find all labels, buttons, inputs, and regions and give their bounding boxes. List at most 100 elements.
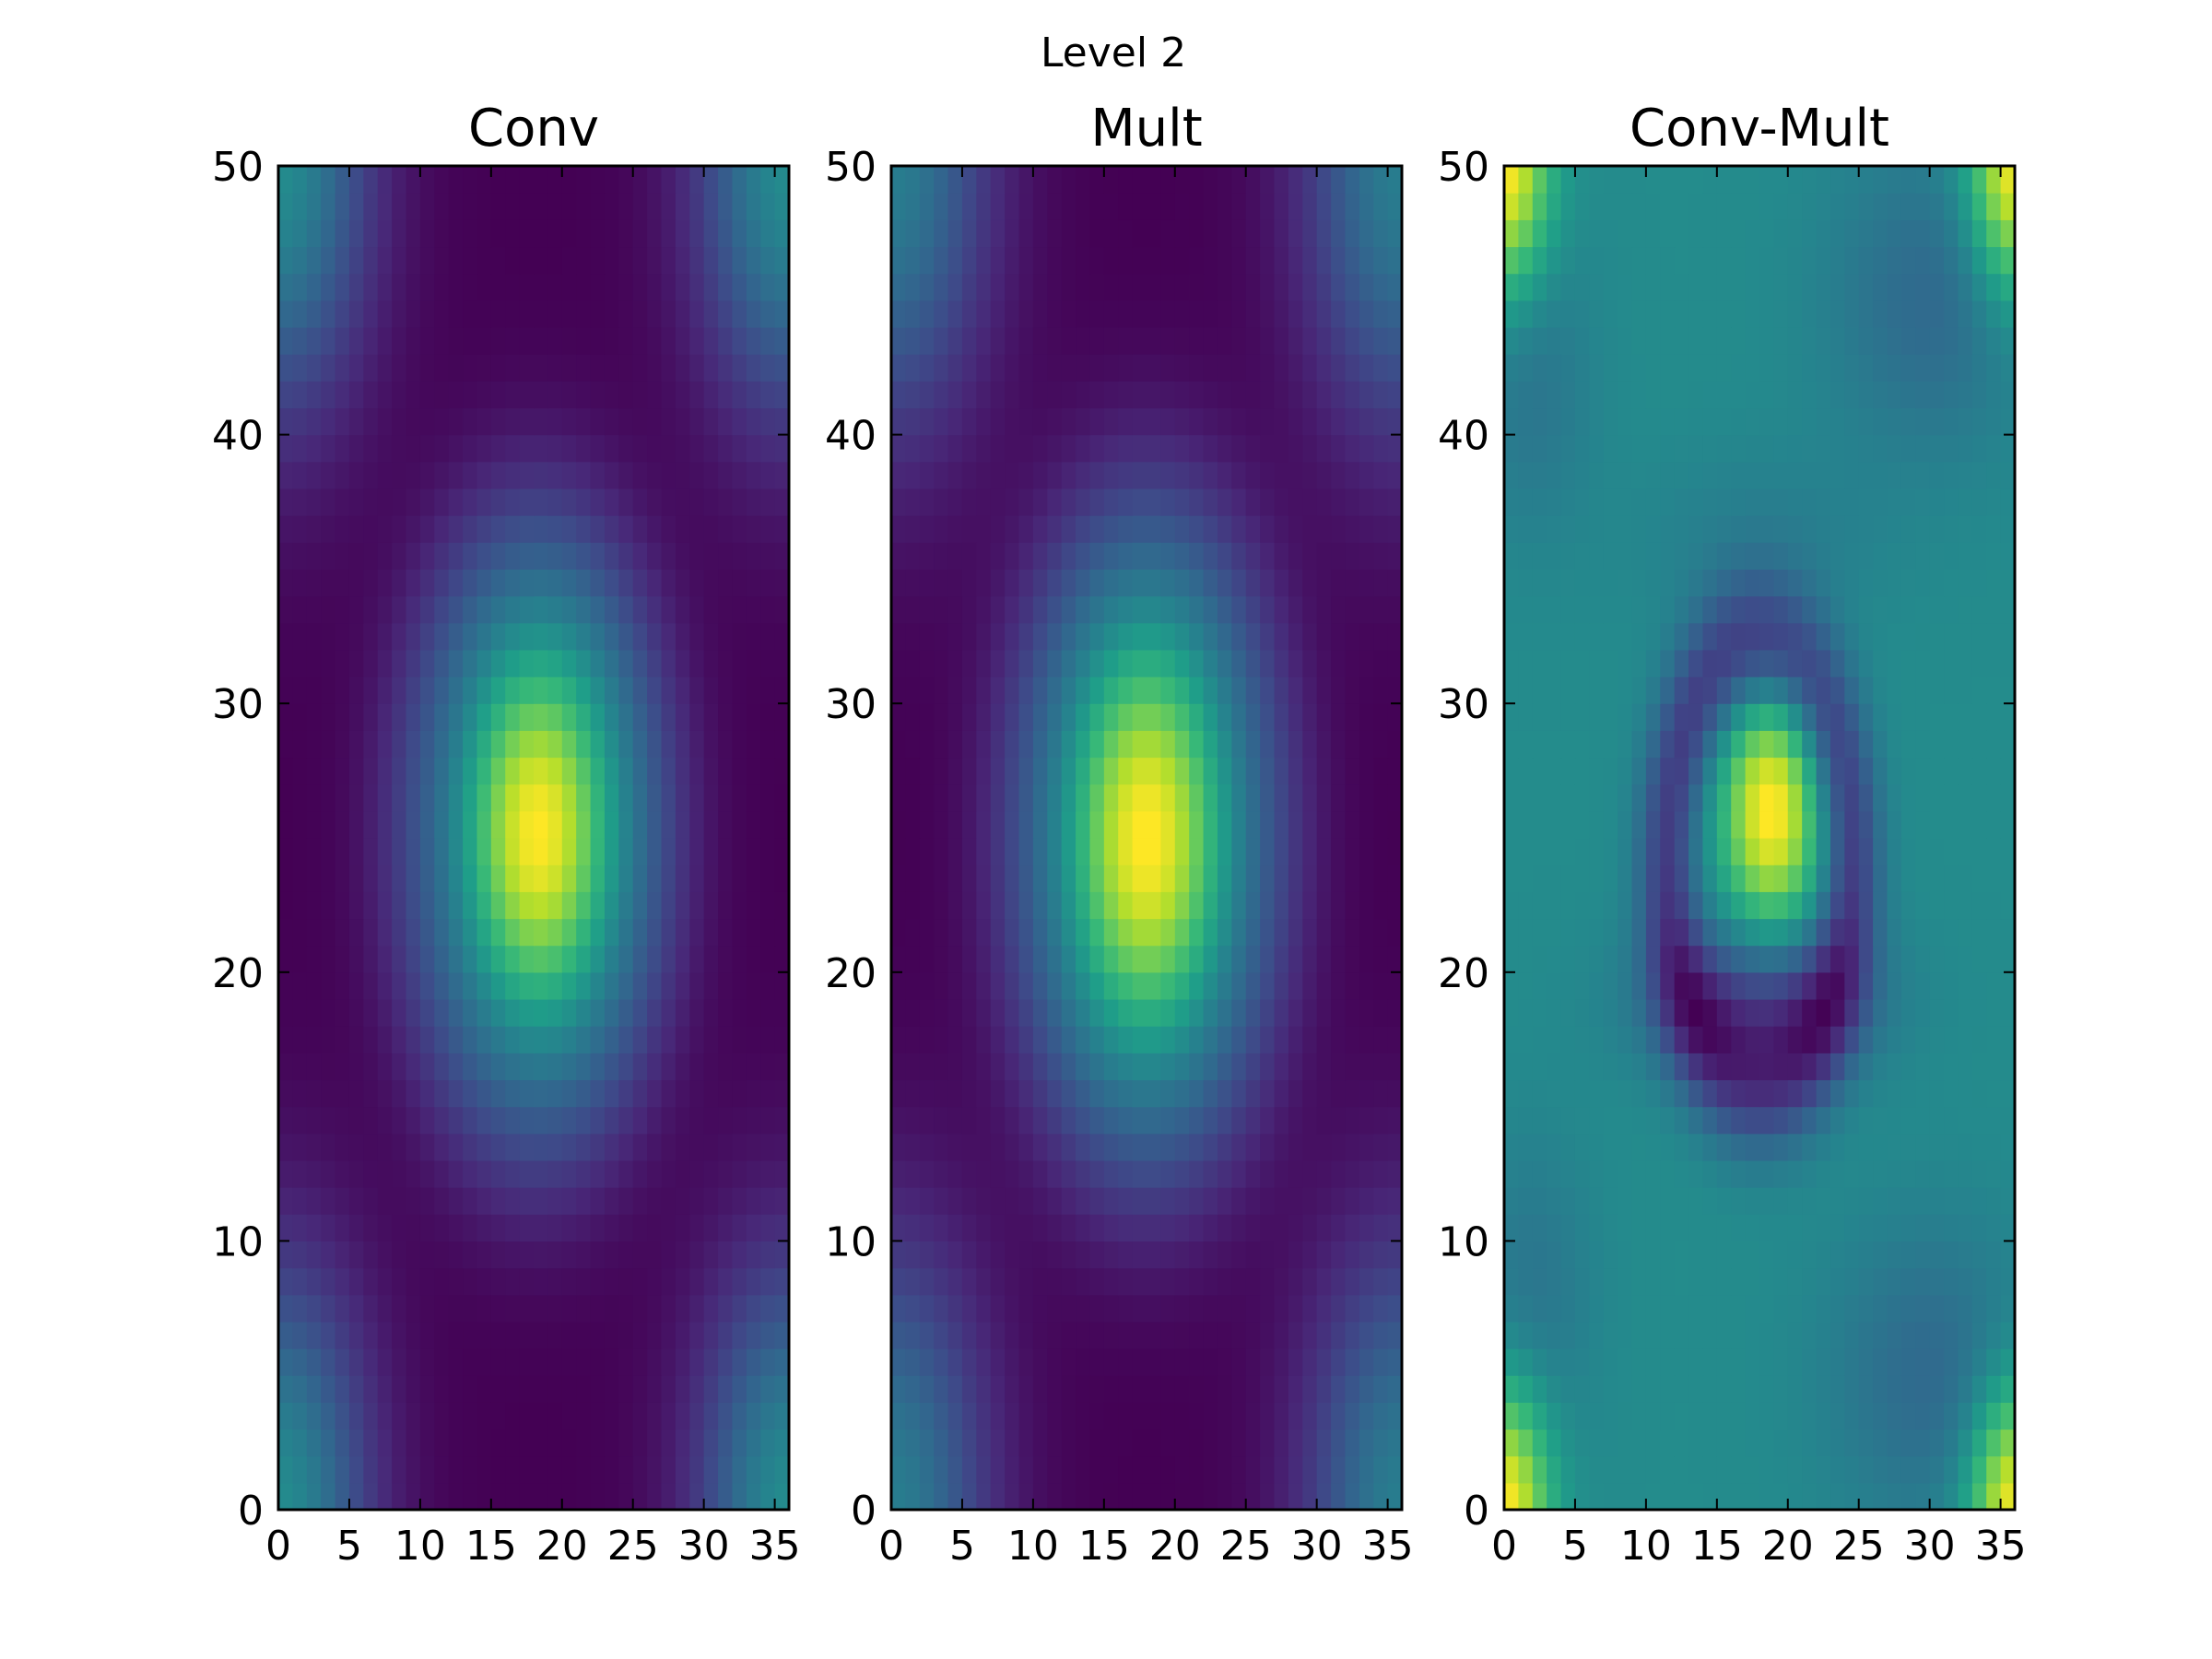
heatmap-cell [1844,703,1860,731]
heatmap-cell [1944,1402,1959,1430]
heatmap-cell [419,1402,435,1430]
heatmap-cell [1047,945,1063,973]
heatmap-cell [377,891,393,920]
heatmap-cell [990,381,1006,409]
heatmap-cell [321,971,336,1000]
heatmap-cell [519,649,535,677]
heatmap-cell [1873,891,1888,920]
heatmap-cell [905,1106,921,1135]
heatmap-cell [1802,1375,1818,1403]
heatmap-cell [1387,246,1403,275]
heatmap-cell [1674,1348,1689,1376]
heatmap-cell [2000,542,2016,570]
heatmap-cell [1518,1106,1534,1135]
heatmap-cell [434,595,450,624]
heatmap-cell [661,865,677,892]
heatmap-cell [1618,1187,1633,1215]
heatmap-cell [1018,783,1034,812]
heatmap-cell [604,1106,619,1135]
heatmap-cell [919,1079,935,1108]
heatmap-cell [1373,246,1389,275]
heatmap-cell [1773,1026,1789,1053]
heatmap-cell [703,1214,719,1241]
heatmap-cell [278,971,293,1000]
heatmap-cell [976,1214,992,1241]
heatmap-cell [718,1187,734,1215]
heatmap-cell [1231,1214,1247,1241]
heatmap-cell [1773,891,1789,920]
heatmap-cell [732,1106,747,1135]
heatmap-cell [348,810,364,839]
heatmap-cell [363,1321,379,1349]
heatmap-cell [1674,783,1689,812]
heatmap-cell [1787,1375,1803,1403]
heatmap-cell [1929,542,1945,570]
heatmap-cell [689,166,705,194]
heatmap-cell [1174,488,1190,516]
heatmap-cell [463,515,478,543]
heatmap-cell [689,1026,705,1053]
heatmap-cell [1118,300,1134,328]
heatmap-cell [1589,757,1605,785]
heatmap-cell [905,488,921,516]
heatmap-cell [732,461,747,489]
heatmap-cell [1118,1079,1134,1108]
heatmap-cell [990,1106,1006,1135]
heatmap-cell [1887,1455,1902,1484]
heatmap-cell [1005,1053,1020,1081]
heatmap-cell [321,1321,336,1349]
heatmap-cell [321,1053,336,1081]
heatmap-cell [604,918,619,947]
heatmap-cell [448,488,464,516]
heatmap-cell [1373,1402,1389,1430]
heatmap-cell [1118,166,1134,194]
heatmap-cell [363,273,379,301]
heatmap-cell [1645,1026,1661,1053]
heatmap-cell [1005,810,1020,839]
heatmap-cell [1929,757,1945,785]
heatmap-cell [961,703,977,731]
heatmap-cells [1504,166,2016,1511]
heatmap-cell [718,1133,734,1161]
heatmap-cell [534,1187,548,1215]
heatmap-cell [1076,569,1091,597]
heatmap-cell [278,354,293,382]
heatmap-cell [1132,434,1147,463]
heatmap-cell [363,1241,379,1269]
heatmap-cell [1316,1079,1332,1108]
heatmap-cell [1958,677,1973,704]
heatmap-cell [363,515,379,543]
heatmap-cell [1217,622,1232,651]
heatmap-cell [1745,1133,1760,1161]
heatmap-cell [1547,703,1562,731]
heatmap-cell [1260,542,1276,570]
heatmap-cell [961,461,977,489]
heatmap-cell [1858,649,1874,677]
heatmap-cell [1688,810,1704,839]
heatmap-cell [1702,1348,1718,1376]
heatmap-cell [1589,810,1605,839]
heatmap-cell [1245,1214,1261,1241]
heatmap-cell [348,434,364,463]
heatmap-cell [1532,1106,1547,1135]
heatmap-cell [1387,1267,1403,1296]
heatmap-cell [703,434,719,463]
heatmap-cell [604,971,619,1000]
heatmap-cell [2000,918,2016,947]
heatmap-cell [1830,1241,1845,1269]
heatmap-cell [505,381,521,409]
heatmap-cell [1203,1429,1218,1457]
heatmap-cell [1618,1429,1633,1457]
heatmap-cell [1005,1079,1020,1108]
heatmap-cell [990,945,1006,973]
heatmap-cell [1331,407,1347,436]
heatmap-cell [1802,1348,1818,1376]
heatmap-cell [1745,649,1760,677]
heatmap-cell [406,649,421,677]
heatmap-cell [1160,1482,1176,1511]
heatmap-cell [377,595,393,624]
heatmap-cell [1702,1106,1718,1135]
heatmap-cell [718,1106,734,1135]
heatmap-cell [1231,1053,1247,1081]
heatmap-cell [647,918,663,947]
